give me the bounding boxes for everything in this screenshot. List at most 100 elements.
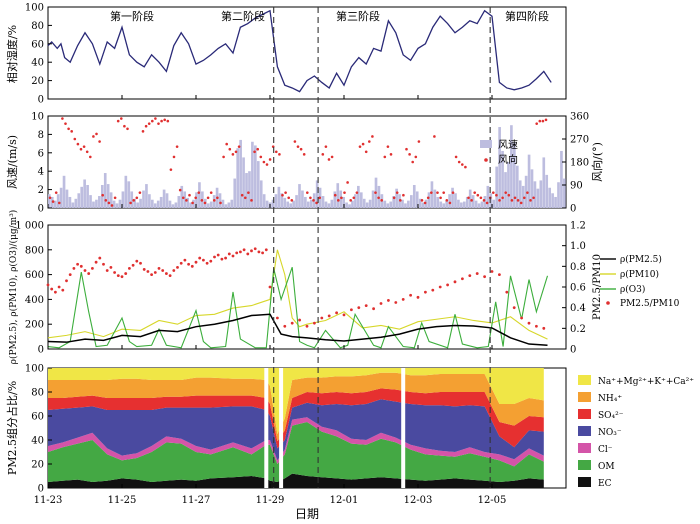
winddir-point <box>194 196 197 200</box>
windspeed-bar <box>262 194 266 208</box>
winddir-point <box>278 153 281 156</box>
winddir-point <box>312 199 315 202</box>
winddir-point <box>51 200 55 203</box>
ratio-point <box>261 251 264 255</box>
winddir-point <box>352 196 356 200</box>
ratio-point <box>335 311 338 315</box>
winddir-point <box>392 196 396 200</box>
winddir-point <box>197 191 201 194</box>
windspeed-bar <box>492 199 496 208</box>
ratio-point <box>87 272 91 275</box>
winddir-point <box>507 193 511 197</box>
windspeed-bar <box>133 198 137 208</box>
ratio-point <box>372 307 375 311</box>
windspeed-bar <box>198 182 201 208</box>
winddir-point <box>138 191 142 194</box>
winddir-point <box>244 196 247 200</box>
ratio-point <box>216 253 220 257</box>
windspeed-bar <box>536 188 540 208</box>
windspeed-bar <box>304 196 307 208</box>
ratio-point <box>57 285 61 289</box>
ytick-label: 8 <box>38 130 44 141</box>
winddir-point <box>523 196 526 200</box>
windspeed-bar <box>48 194 51 208</box>
windspeed-bar <box>460 202 463 208</box>
windspeed-bar <box>145 184 148 208</box>
winddir-point <box>302 153 306 156</box>
winddir-point <box>61 117 64 120</box>
xtick-label: 12-01 <box>330 495 359 506</box>
winddir-point <box>293 140 297 143</box>
winddir-point <box>343 191 346 194</box>
windspeed-bar <box>383 200 387 208</box>
ytick-label: 100 <box>25 3 44 14</box>
windspeed-bar <box>218 193 222 208</box>
windspeed-bar <box>354 194 357 208</box>
windspeed-bar <box>321 196 325 208</box>
winddir-point <box>479 196 483 200</box>
windspeed-bar <box>174 202 178 208</box>
winddir-point <box>371 135 374 138</box>
windspeed-bar <box>180 185 184 208</box>
winddir-point <box>386 145 390 148</box>
winddir-point <box>529 199 532 202</box>
legend-label-cations: Na⁺+Mg²⁺+K⁺+Ca²⁺ <box>598 377 694 387</box>
winddir-point <box>182 196 185 200</box>
winddir-point <box>395 191 399 194</box>
windspeed-bar <box>424 199 428 208</box>
winddir-point <box>467 196 470 200</box>
legend-swatch-cations <box>578 375 591 385</box>
area-OM <box>48 422 544 482</box>
winddir-point <box>92 135 95 138</box>
windspeed-bar <box>554 196 557 208</box>
windspeed-bar <box>545 174 549 208</box>
winddir-point <box>433 135 436 138</box>
winddir-point <box>268 158 272 161</box>
winddir-point <box>532 196 535 200</box>
ratio-point <box>205 261 209 265</box>
legend-swatch-cl <box>578 443 591 453</box>
winddir-point <box>135 196 139 200</box>
ratio-point <box>165 272 168 275</box>
windspeed-bar <box>404 203 407 208</box>
windspeed-bar <box>280 193 284 208</box>
ratio-point <box>127 267 131 270</box>
winddir-point <box>107 201 111 205</box>
ytick-label: 4 <box>38 167 44 178</box>
stage-label-4: 第四阶段 <box>505 9 549 23</box>
windspeed-bar <box>165 193 169 208</box>
ylabel-humidity: 相对湿度/% <box>5 25 19 83</box>
windspeed-bar <box>98 196 101 208</box>
winddir-point <box>330 155 334 159</box>
winddir-point <box>247 191 250 194</box>
windspeed-bar <box>389 201 393 208</box>
winddir-point <box>399 199 402 202</box>
ratio-point <box>91 267 94 270</box>
winddir-point <box>228 147 232 151</box>
xtick-label: 11-23 <box>34 495 63 506</box>
winddir-point <box>402 193 405 197</box>
ratio-point <box>512 306 516 310</box>
ylabel-ratio: PM2.5/PM10 <box>592 254 603 320</box>
windspeed-bar <box>118 199 122 208</box>
ratio-point <box>72 267 76 270</box>
winddir-point <box>147 122 151 125</box>
ratio-point <box>131 263 135 267</box>
winddir-point <box>374 191 377 194</box>
ratio-point <box>364 304 368 307</box>
windspeed-bar <box>109 192 113 208</box>
legend-label-ratio: PM2.5/PM10 <box>620 299 680 309</box>
ratio-point <box>542 326 546 330</box>
windspeed-bar <box>259 180 263 208</box>
winddir-point <box>172 155 176 159</box>
winddir-point <box>544 118 548 122</box>
windspeed-bar <box>274 194 278 208</box>
windspeed-bar <box>139 198 142 208</box>
ratio-point <box>475 272 479 275</box>
winddir-point <box>414 155 418 159</box>
ratio-point <box>187 262 191 266</box>
ratio-point <box>50 287 54 291</box>
winddir-point <box>169 168 173 171</box>
winddir-point <box>157 122 160 125</box>
windspeed-bar <box>524 175 528 208</box>
